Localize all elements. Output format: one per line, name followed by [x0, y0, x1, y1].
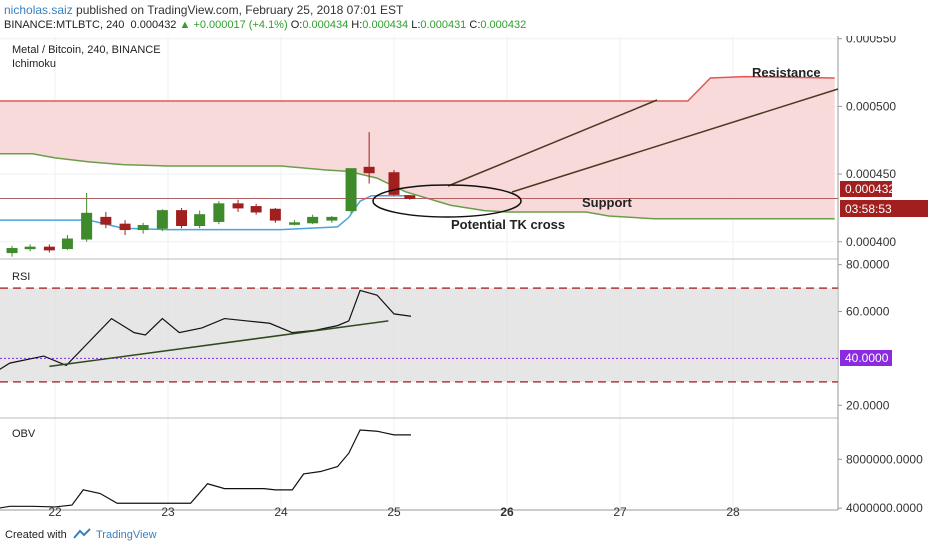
senkou-span-b: [0, 153, 835, 220]
price-tick-label: 0.000450: [846, 167, 896, 181]
close-value: 0.000432: [480, 19, 527, 31]
candle-bull: [326, 216, 338, 221]
x-tick-label: 24: [274, 505, 288, 519]
resistance-trendline: [447, 99, 658, 187]
candlesticks: [6, 132, 416, 257]
publish-line: nicholas.saiz published on TradingView.c…: [4, 3, 403, 17]
rsi-trendline: [49, 320, 389, 368]
candle-bull: [194, 214, 206, 227]
resistance-label: Resistance: [752, 65, 821, 80]
x-tick-label: 27: [613, 505, 627, 519]
candle-bear: [388, 172, 400, 195]
countdown-badge-bg: [840, 200, 928, 217]
candle-bull: [61, 238, 73, 250]
price-tick-label: 0.000400: [846, 235, 896, 249]
rsi-tick-label: 80.0000: [846, 258, 890, 272]
rsi-line: [0, 289, 412, 370]
candle-bear: [250, 206, 262, 213]
obv-pane: [0, 429, 411, 509]
rsi-tick-label: 20.0000: [846, 398, 890, 412]
candle-bull: [307, 216, 319, 224]
obv-tick-label: 8000000.0000: [846, 452, 923, 466]
footer: Created with TradingView: [0, 520, 932, 550]
obv-label: OBV: [12, 428, 36, 440]
candle-bear: [269, 208, 281, 221]
close-label: C:: [469, 19, 481, 31]
last-price: 0.000432: [130, 19, 177, 31]
rsi-mid-badge-bg: [840, 350, 892, 366]
candle-bear: [43, 246, 55, 251]
open-label: O:: [290, 19, 303, 31]
candle-bull: [137, 225, 149, 231]
drawing-overlays: [372, 88, 839, 218]
x-tick-label: 23: [161, 505, 175, 519]
countdown-badge: 03:58:53: [845, 202, 892, 216]
senkou-span-a: [0, 75, 835, 102]
high-label: H:: [351, 19, 363, 31]
candle-bear: [363, 166, 375, 174]
x-tick-label: 28: [726, 505, 740, 519]
obv-tick-label: 4000000.0000: [846, 501, 923, 515]
tenkan-sen: [0, 194, 411, 231]
tradingview-brand-link[interactable]: TradingView: [96, 529, 157, 541]
rsi-pane: [0, 287, 838, 383]
candle-bear: [100, 216, 112, 225]
obv-line: [0, 429, 411, 509]
publish-info: published on TradingView.com, February 2…: [72, 3, 404, 17]
price-change: ▲ +0.000017 (+4.1%): [179, 19, 288, 31]
quote-line: BINANCE:MTLBTC, 240 0.000432 ▲ +0.000017…: [4, 19, 526, 31]
resistance-trendline-long: [511, 88, 839, 193]
x-axis[interactable]: 22 23 24 25 26 27 28: [48, 505, 740, 519]
price-tick-label: 0.000550: [846, 36, 896, 46]
candle-bull: [81, 212, 93, 240]
x-tick-label: 26: [500, 505, 514, 519]
candle-bull: [24, 246, 36, 250]
chart-header: nicholas.saiz published on TradingView.c…: [0, 0, 932, 36]
tradingview-logo-icon: [73, 528, 91, 539]
created-with-label: Created with: [5, 529, 67, 541]
x-tick-label: 22: [48, 505, 62, 519]
symbol-label: BINANCE:MTLBTC, 240: [4, 19, 125, 31]
rsi-band: [0, 288, 838, 382]
candle-bear: [404, 195, 416, 199]
y-axis[interactable]: 0.000550 0.000500 0.000450 0.000400 80.0000 6…: [838, 36, 923, 515]
candle-bull: [345, 168, 357, 212]
price-tick-label: 0.000500: [846, 99, 896, 113]
author-link[interactable]: nicholas.saiz: [4, 3, 73, 17]
candle-bull: [156, 210, 168, 229]
x-tick-label: 25: [387, 505, 401, 519]
high-value: 0.000434: [362, 19, 409, 31]
rsi-mid-badge: 40.0000: [845, 351, 889, 365]
support-label: Support: [582, 195, 632, 210]
chart-area[interactable]: 0.000550 0.000500 0.000450 0.000400 80.0000 6…: [0, 36, 932, 520]
chart-title: Metal / Bitcoin, 240, BINANCE: [12, 44, 161, 56]
tk-cross-ellipse: [372, 184, 522, 218]
low-value: 0.000431: [420, 19, 467, 31]
price-badge: 0.000432: [845, 182, 895, 196]
rsi-label: RSI: [12, 271, 30, 283]
candle-bear: [176, 210, 188, 227]
rsi-tick-label: 60.0000: [846, 305, 890, 319]
candle-bull: [6, 248, 18, 254]
candle-bull: [289, 222, 301, 225]
price-badge-bg: [840, 181, 892, 197]
open-value: 0.000434: [302, 19, 349, 31]
tk-cross-label: Potential TK cross: [451, 217, 565, 232]
indicator-label: Ichimoku: [12, 58, 56, 70]
candle-bear: [232, 203, 244, 209]
candle-bear: [119, 223, 131, 231]
candle-bull: [213, 203, 225, 222]
low-label: L:: [411, 19, 421, 31]
